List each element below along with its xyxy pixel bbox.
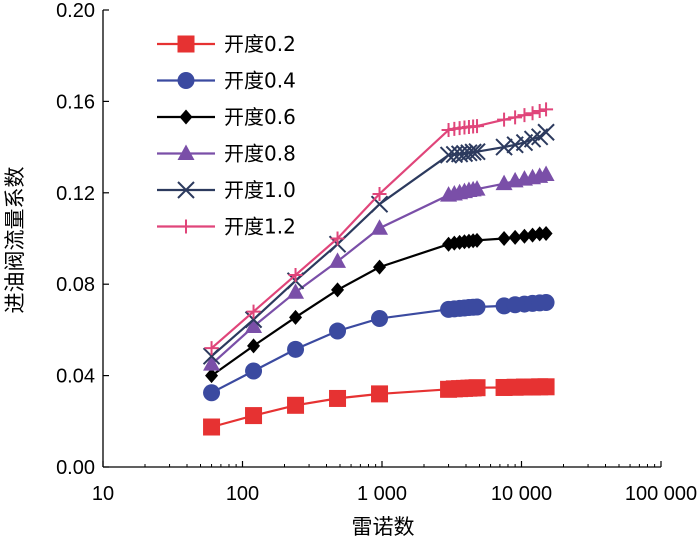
series-1 (203, 378, 555, 436)
data-point (537, 165, 555, 182)
legend-marker (177, 181, 195, 199)
y-tick-label: 0.08 (56, 274, 95, 296)
data-point (468, 298, 486, 316)
data-point (288, 268, 303, 283)
series-5 (202, 123, 555, 365)
data-point (246, 304, 261, 319)
y-tick-label: 0.16 (56, 91, 95, 113)
data-point (329, 389, 347, 407)
data-point (331, 282, 345, 298)
data-point (205, 368, 219, 384)
y-tick-label: 0.04 (56, 366, 95, 388)
legend-label: 开度0.6 (224, 105, 296, 129)
data-point (202, 347, 221, 365)
legend-marker (179, 219, 193, 234)
legend-item: 开度0.4 (157, 69, 296, 93)
legend-label: 开度0.2 (224, 32, 296, 56)
data-point (330, 231, 345, 246)
data-point (203, 418, 221, 436)
data-point (441, 122, 456, 137)
legend-label: 开度0.8 (224, 142, 296, 166)
legend-item: 开度1.2 (157, 215, 296, 239)
data-point (464, 143, 482, 161)
data-point (244, 310, 263, 329)
data-point (468, 142, 486, 161)
data-point (203, 355, 221, 371)
y-axis-title: 进油阀流量系数 (3, 167, 27, 314)
y-tick-label: 0.00 (56, 457, 95, 479)
data-point (537, 123, 555, 141)
x-axis-title: 雷诺数 (352, 515, 415, 539)
data-point (537, 378, 555, 396)
x-tick-label: 10 (92, 483, 114, 505)
x-tick-label: 100 (226, 483, 259, 505)
data-point (287, 396, 305, 414)
data-point (373, 259, 387, 275)
data-point (203, 384, 221, 402)
data-point (468, 379, 486, 397)
data-point (497, 231, 511, 246)
data-point (532, 103, 547, 118)
series-4 (203, 165, 555, 371)
series-2 (203, 293, 555, 402)
data-point (329, 252, 347, 268)
y-tick-label: 0.12 (56, 183, 95, 205)
data-point (497, 112, 512, 127)
data-point (245, 317, 263, 333)
legend: 开度0.2 开度0.4 开度0.6 开度0.8 开度1.0 开度1.2 (157, 32, 296, 239)
data-point (517, 108, 532, 123)
data-point (287, 283, 305, 299)
legend-item: 开度1.0 (157, 178, 296, 202)
data-point (372, 186, 387, 201)
data-point (371, 309, 389, 327)
data-point (525, 106, 540, 121)
data-point (460, 144, 478, 162)
data-point (539, 225, 553, 241)
data-point (245, 362, 263, 380)
data-point (468, 180, 486, 196)
data-point (329, 322, 347, 340)
legend-label: 开度0.4 (224, 69, 296, 93)
series-6 (204, 102, 554, 356)
data-point (245, 407, 263, 425)
legend-marker (179, 109, 193, 125)
legend-marker (177, 35, 195, 53)
data-point (517, 228, 531, 244)
data-point (371, 219, 389, 235)
legend-item: 开度0.6 (157, 105, 296, 129)
data-point (537, 293, 555, 311)
data-point (287, 340, 305, 358)
data-point (289, 309, 303, 325)
legend-label: 开度1.2 (224, 215, 296, 239)
legend-marker (177, 72, 195, 89)
data-point (470, 232, 484, 248)
data-point (204, 341, 219, 356)
x-tick-label: 100 000 (625, 483, 697, 505)
data-point (539, 102, 554, 117)
x-tick-label: 10 000 (491, 483, 552, 505)
legend-item: 开度0.8 (157, 142, 296, 166)
legend-item: 开度0.2 (157, 32, 296, 56)
data-point (470, 119, 485, 134)
data-point (495, 138, 513, 156)
data-point (247, 338, 261, 354)
series-3 (205, 225, 553, 384)
y-tick-label: 0.20 (56, 0, 95, 22)
data-point (371, 385, 389, 403)
legend-label: 开度1.0 (224, 178, 296, 202)
x-tick-label: 1 000 (357, 483, 407, 505)
data-point (508, 110, 523, 125)
legend-marker (177, 144, 195, 160)
data-point (508, 229, 522, 245)
